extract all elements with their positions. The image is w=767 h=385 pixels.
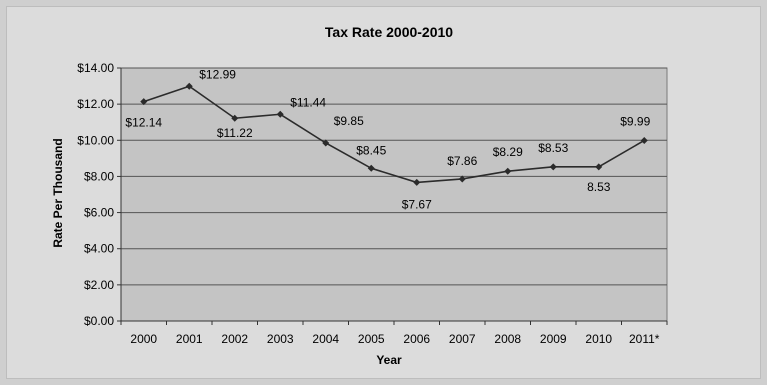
x-tick-label: 2003: [267, 332, 294, 346]
y-tick-label: $0.00: [84, 314, 114, 328]
data-point: [413, 178, 421, 186]
data-point: [322, 139, 330, 147]
y-tick-label: $6.00: [84, 206, 114, 220]
x-tick-label: 2001: [176, 332, 203, 346]
y-tick-label: $4.00: [84, 242, 114, 256]
plot-area: [120, 67, 668, 322]
data-label: $8.29: [493, 145, 523, 159]
data-label: $12.14: [125, 116, 162, 130]
x-tick-label: 2008: [494, 332, 521, 346]
x-tick-label: 2006: [403, 332, 430, 346]
data-point: [458, 175, 466, 183]
data-label: $9.99: [620, 114, 650, 128]
data-label: $12.99: [199, 67, 236, 81]
x-tick-label: 2000: [130, 332, 157, 346]
x-tick-label: 2010: [585, 332, 612, 346]
data-point: [367, 164, 375, 172]
data-point: [595, 163, 603, 171]
series-line: [143, 85, 645, 184]
x-tick-label: 2007: [449, 332, 476, 346]
x-axis-title: Year: [376, 353, 402, 367]
y-tick-label: $14.00: [77, 61, 114, 75]
data-point: [231, 114, 239, 122]
data-label: $8.45: [356, 143, 386, 157]
y-tick-label: $12.00: [77, 97, 114, 111]
data-point: [549, 163, 557, 171]
data-label: 8.53: [587, 180, 611, 194]
data-label: $7.86: [447, 154, 477, 168]
data-point: [140, 98, 148, 106]
data-point: [276, 110, 284, 118]
data-label: $11.22: [217, 126, 253, 140]
x-tick-label: 2005: [358, 332, 385, 346]
y-tick-label: $8.00: [84, 169, 114, 183]
y-tick-label: $2.00: [84, 278, 114, 292]
y-axis-title: Rate Per Thousand: [51, 138, 65, 247]
data-label: $11.44: [290, 95, 326, 109]
x-tick-label: 2009: [540, 332, 567, 346]
data-label: $9.85: [334, 114, 364, 128]
x-tick-label: 2011*: [629, 332, 660, 346]
data-label: $8.53: [538, 141, 568, 155]
x-tick-label: 2002: [221, 332, 248, 346]
x-tick-label: 2004: [312, 332, 339, 346]
data-point: [185, 82, 193, 90]
data-label: $7.67: [402, 197, 432, 211]
chart-title: Tax Rate 2000-2010: [325, 24, 453, 40]
data-point: [640, 136, 648, 144]
y-tick-label: $10.00: [77, 133, 114, 147]
data-point: [504, 167, 512, 175]
